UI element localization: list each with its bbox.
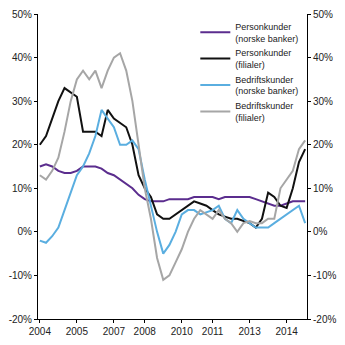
svg-text:2007: 2007 xyxy=(103,326,126,337)
svg-text:Personkunder(filialer): Personkunder(filialer) xyxy=(235,48,291,70)
svg-text:20%: 20% xyxy=(12,139,32,150)
svg-text:20%: 20% xyxy=(313,139,333,150)
svg-text:2011: 2011 xyxy=(202,326,224,337)
svg-text:2004: 2004 xyxy=(29,326,52,337)
svg-text:-20%: -20% xyxy=(313,314,336,325)
svg-text:10%: 10% xyxy=(12,183,32,194)
svg-text:50%: 50% xyxy=(313,9,333,20)
svg-text:2013: 2013 xyxy=(238,326,261,337)
svg-text:-10%: -10% xyxy=(9,270,32,281)
svg-text:-20%: -20% xyxy=(9,314,32,325)
svg-text:30%: 30% xyxy=(313,96,333,107)
svg-text:2014: 2014 xyxy=(276,326,299,337)
svg-text:30%: 30% xyxy=(12,96,32,107)
svg-text:0%: 0% xyxy=(313,226,328,237)
svg-text:0%: 0% xyxy=(18,226,33,237)
svg-text:-10%: -10% xyxy=(313,270,336,281)
svg-text:40%: 40% xyxy=(313,52,333,63)
svg-text:2005: 2005 xyxy=(66,326,89,337)
svg-text:Bedriftskunder(norske banker): Bedriftskunder(norske banker) xyxy=(235,75,298,97)
svg-text:2008: 2008 xyxy=(134,326,157,337)
svg-text:Personkunder(norske banker): Personkunder(norske banker) xyxy=(235,22,298,44)
svg-text:2010: 2010 xyxy=(171,326,194,337)
svg-text:40%: 40% xyxy=(12,52,32,63)
svg-text:Bedriftskunder(filialer): Bedriftskunder(filialer) xyxy=(235,101,293,123)
svg-text:10%: 10% xyxy=(313,183,333,194)
svg-text:50%: 50% xyxy=(12,9,32,20)
